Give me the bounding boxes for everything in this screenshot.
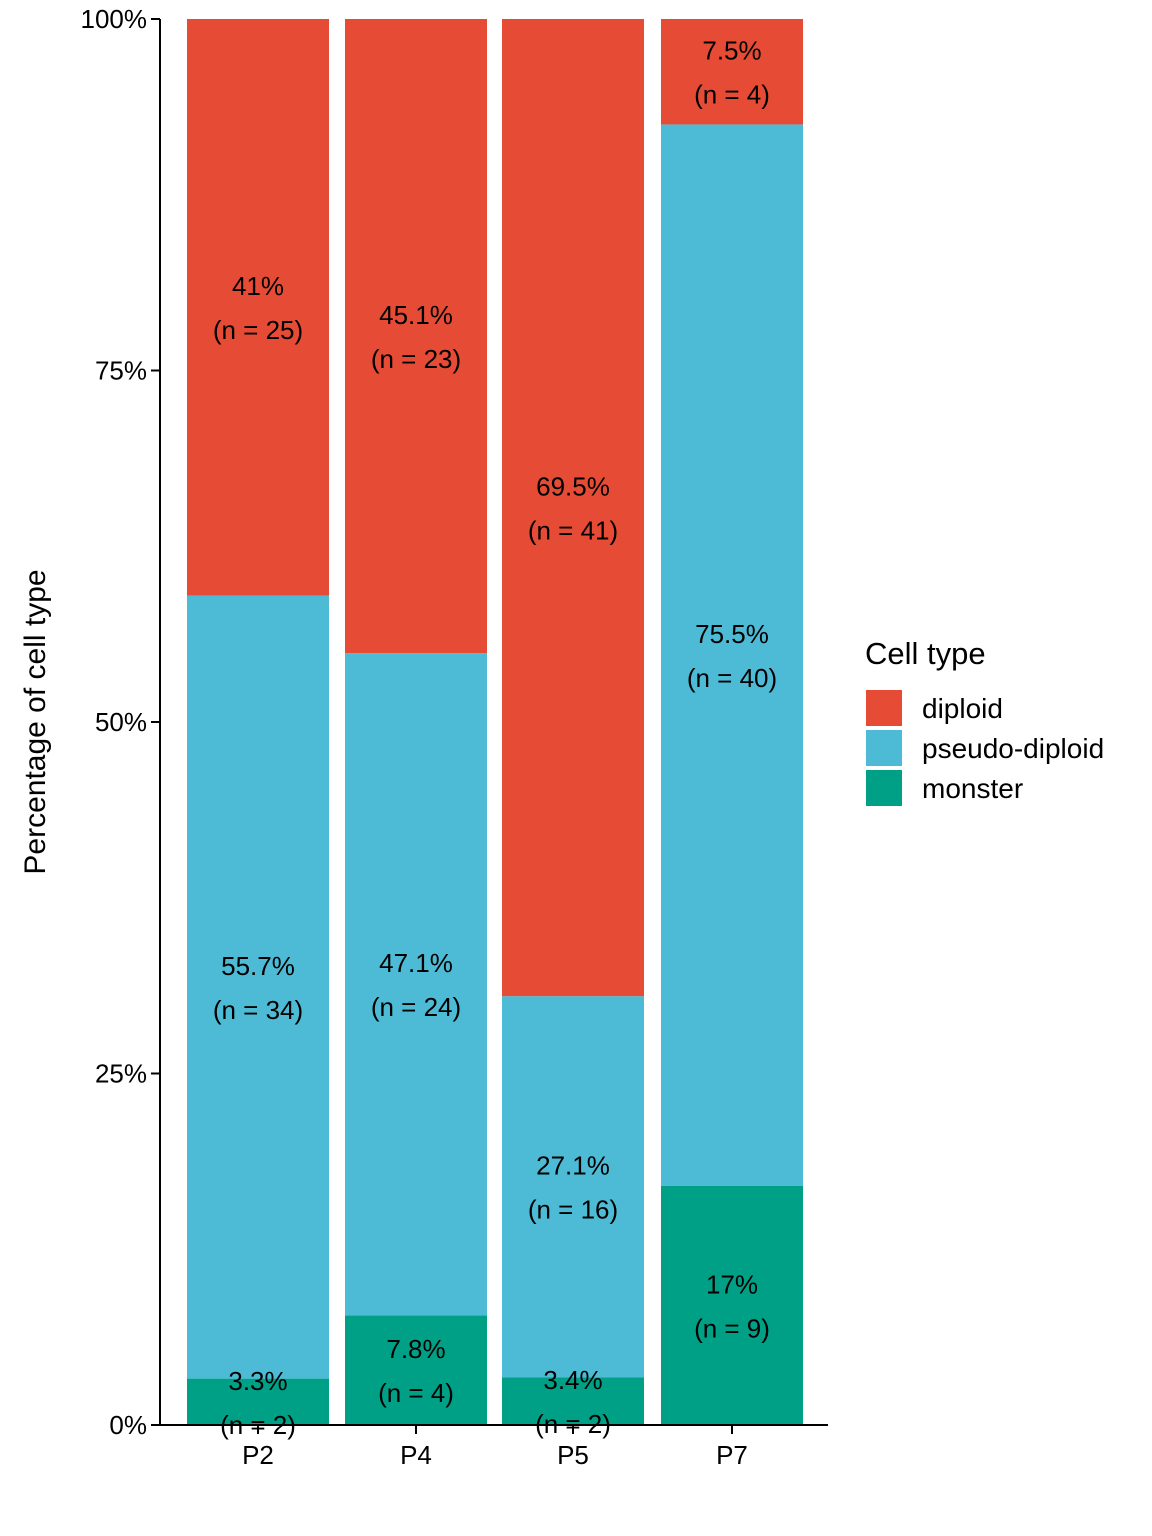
y-axis-title: Percentage of cell type <box>19 569 52 874</box>
bar-diploid-p4 <box>345 19 487 654</box>
legend-label-monster: monster <box>922 773 1023 804</box>
legend-key-diploid <box>866 690 902 726</box>
bar-label-count-diploid-p7: (n = 4) <box>694 80 770 110</box>
y-tick-label: 0% <box>109 1410 147 1440</box>
bar-diploid-p7 <box>661 19 803 125</box>
bar-label-percent-monster-p2: 3.3% <box>228 1366 287 1396</box>
legend-label-pseudo-diploid: pseudo-diploid <box>922 733 1104 764</box>
bar-label-percent-monster-p7: 17% <box>706 1269 758 1299</box>
legend-key-pseudo-diploid <box>866 730 902 766</box>
y-tick-label: 25% <box>95 1059 147 1089</box>
bar-monster-p7 <box>661 1185 803 1425</box>
bar-label-count-pseudo-diploid-p5: (n = 16) <box>528 1195 618 1225</box>
y-tick-label: 50% <box>95 707 147 737</box>
bar-label-count-diploid-p5: (n = 41) <box>528 516 618 546</box>
legend-key-monster <box>866 770 902 806</box>
bar-label-percent-diploid-p7: 7.5% <box>702 36 761 66</box>
y-tick-label: 100% <box>81 4 148 34</box>
bar-label-count-monster-p7: (n = 9) <box>694 1313 770 1343</box>
bar-label-count-diploid-p4: (n = 23) <box>371 344 461 374</box>
x-tick-label: P2 <box>242 1440 274 1470</box>
bar-pseudo-diploid-p4 <box>345 653 487 1316</box>
legend: Cell type diploid pseudo-diploid monster <box>865 636 1104 806</box>
bar-pseudo-diploid-p2 <box>187 595 329 1379</box>
legend-title: Cell type <box>865 636 986 671</box>
bar-label-percent-pseudo-diploid-p2: 55.7% <box>221 951 295 981</box>
x-tick-label: P7 <box>716 1440 748 1470</box>
bar-pseudo-diploid-p7 <box>661 124 803 1186</box>
x-axis: P2 P4 P5 P7 <box>159 1424 828 1470</box>
bar-label-percent-diploid-p5: 69.5% <box>536 472 610 502</box>
bar-label-count-pseudo-diploid-p4: (n = 24) <box>371 992 461 1022</box>
legend-label-diploid: diploid <box>922 693 1003 724</box>
bar-label-percent-monster-p4: 7.8% <box>386 1334 445 1364</box>
bar-monster-p5 <box>502 1377 644 1425</box>
bar-label-count-pseudo-diploid-p7: (n = 40) <box>687 663 777 693</box>
y-axis: 0% 25% 50% 75% 100% <box>81 4 161 1440</box>
y-tick-label: 75% <box>95 356 147 386</box>
bar-pseudo-diploid-p5 <box>502 996 644 1378</box>
bar-label-percent-pseudo-diploid-p5: 27.1% <box>536 1151 610 1181</box>
bar-diploid-p5 <box>502 19 644 997</box>
bar-diploid-p2 <box>187 19 329 596</box>
bar-label-percent-pseudo-diploid-p7: 75.5% <box>695 619 769 649</box>
x-tick-label: P5 <box>557 1440 589 1470</box>
bar-label-percent-diploid-p4: 45.1% <box>379 300 453 330</box>
bar-label-count-pseudo-diploid-p2: (n = 34) <box>213 995 303 1025</box>
bar-monster-p2 <box>187 1378 329 1425</box>
bar-label-count-monster-p4: (n = 4) <box>378 1378 454 1408</box>
x-tick-label: P4 <box>400 1440 432 1470</box>
bar-label-percent-pseudo-diploid-p4: 47.1% <box>379 948 453 978</box>
bar-label-count-diploid-p2: (n = 25) <box>213 315 303 345</box>
bars-layer <box>187 19 803 1425</box>
bar-monster-p4 <box>345 1315 487 1425</box>
bar-label-percent-monster-p5: 3.4% <box>543 1365 602 1395</box>
bar-label-percent-diploid-p2: 41% <box>232 271 284 301</box>
